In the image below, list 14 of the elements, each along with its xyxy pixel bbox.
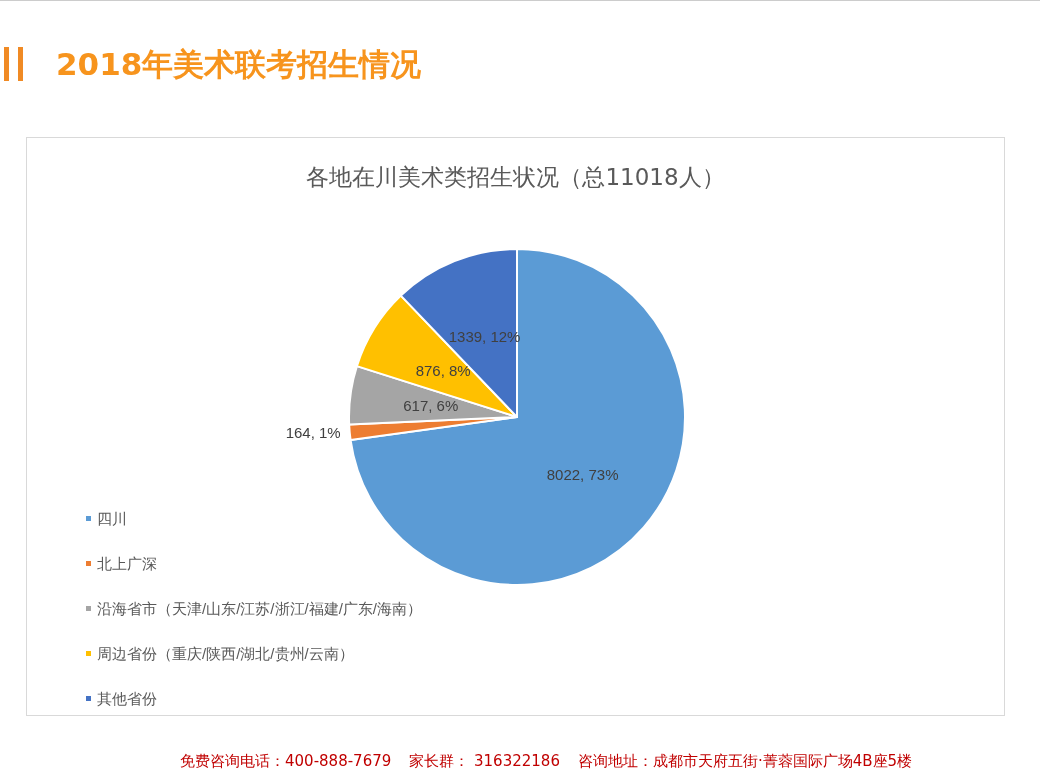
legend-label: 四川 (97, 510, 127, 527)
text: 免费咨询电话：400-888-7679 (180, 752, 392, 770)
data-label: 617, 6% (403, 397, 459, 415)
data-label: 164, 1% (285, 424, 341, 442)
legend-label: 北上广深 (97, 555, 157, 572)
chart-subtitle: 各地在川美术类招生状况（总11018人） (306, 163, 725, 190)
text: 咨询地址：成都市天府五街·菁蓉国际广场4B座5楼 (577, 752, 913, 770)
text: 家长群： 316322186 (409, 752, 560, 770)
data-label: 876, 8% (415, 362, 471, 380)
data-label: 8022, 73% (546, 465, 619, 483)
chart-title: 2018年美术联考招生情况 (56, 45, 422, 84)
legend-label: 沿海省市（天津/山东/江苏/浙江/福建/广东/海南） (97, 600, 423, 617)
legend-label: 周边省份（重庆/陕西/湖北/贵州/云南） (97, 645, 354, 662)
legend-label: 其他省份 (97, 690, 157, 707)
